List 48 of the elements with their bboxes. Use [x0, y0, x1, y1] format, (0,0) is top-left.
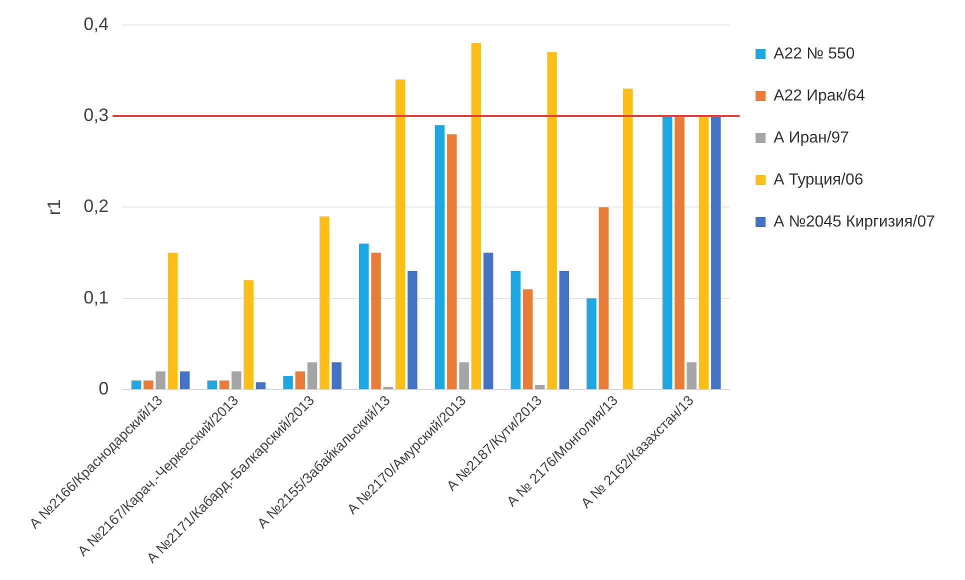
bar: [698, 116, 709, 390]
bar: [219, 380, 230, 390]
bar: [711, 116, 721, 390]
bar: [662, 116, 672, 390]
bar: [535, 385, 545, 390]
bar: [131, 380, 142, 390]
bar: [332, 362, 342, 390]
bar: [408, 271, 418, 390]
bar: [522, 289, 533, 390]
bar: [623, 88, 633, 390]
y-tick-label: 0,2: [84, 196, 109, 216]
y-axis-title: r1: [44, 199, 64, 216]
bar: [244, 280, 254, 390]
legend-label: А22 Ирак/64: [774, 87, 866, 104]
bar: [232, 371, 242, 390]
bar: [156, 371, 166, 390]
y-tick-label: 0: [98, 378, 109, 399]
legend-label: А Турция/06: [774, 171, 864, 188]
bar: [586, 298, 596, 390]
bar: [283, 376, 293, 390]
bar: [168, 252, 178, 390]
bar: [547, 52, 557, 390]
bar: [207, 380, 218, 390]
bar: [256, 382, 266, 390]
y-tick-label: 0,1: [84, 287, 109, 308]
bar: [459, 362, 469, 390]
bar: [180, 371, 190, 390]
bar: [686, 362, 696, 390]
bar: [295, 371, 306, 390]
bar: [320, 216, 330, 390]
legend-label: А Иран/97: [774, 129, 850, 146]
y-tick-label: 0,4: [84, 14, 109, 34]
y-tick-label: 0,3: [84, 104, 109, 125]
bar: [674, 116, 684, 390]
bar: [307, 362, 318, 390]
bar: [395, 80, 406, 390]
legend-label: А22 № 550: [774, 45, 855, 62]
bar: [471, 43, 482, 390]
bar: [144, 380, 154, 390]
bar: [483, 252, 494, 390]
legend-label: А №2045 Киргизия/07: [774, 213, 936, 230]
bar: [447, 134, 457, 390]
bar: [434, 125, 445, 390]
bar: [371, 252, 381, 390]
bar: [510, 271, 520, 390]
bar: [359, 244, 369, 390]
bar: [598, 207, 608, 390]
bar: [559, 271, 570, 390]
